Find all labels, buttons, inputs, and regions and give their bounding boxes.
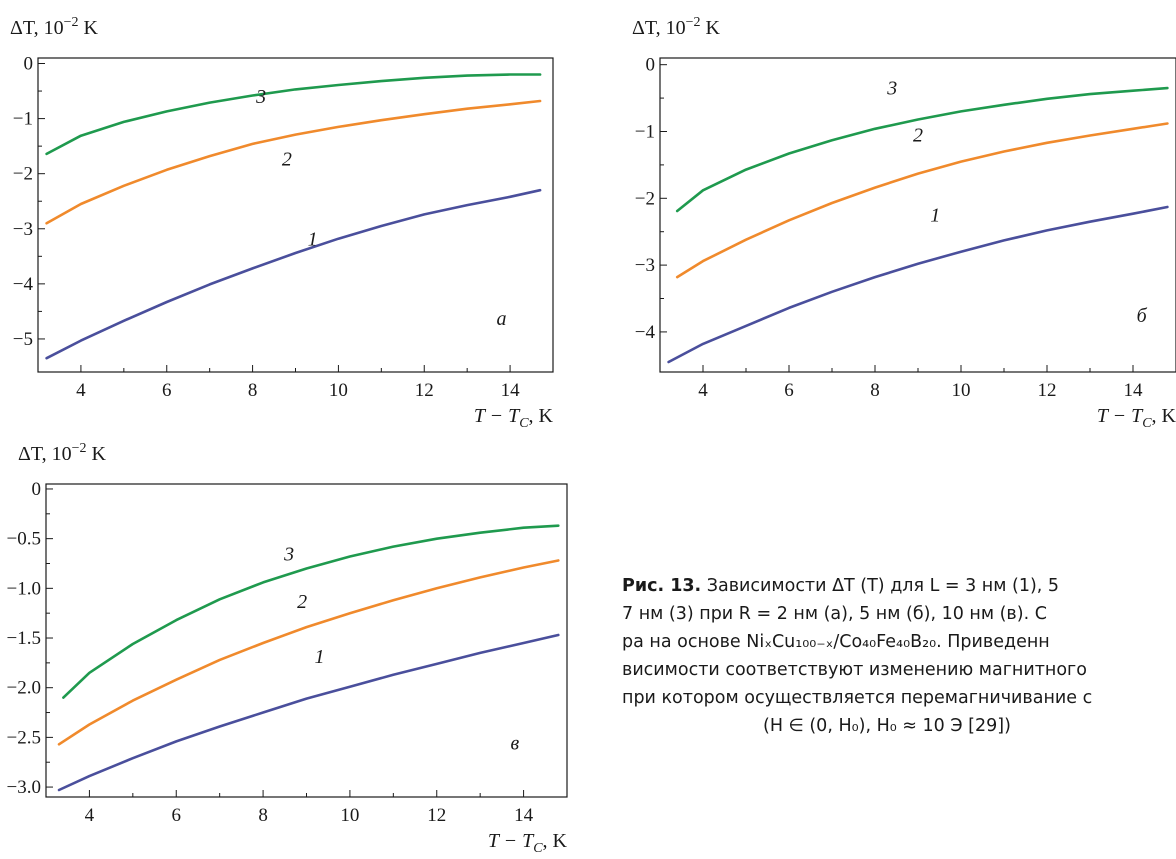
series-line-2-b [675, 122, 1169, 279]
y-tick-label-a: −1 [13, 109, 33, 130]
series-line-3-v [62, 524, 560, 699]
x-tick-label-b: 8 [870, 380, 880, 401]
curve-label-1-v: 1 [315, 646, 325, 668]
y-tick-label-b: −3 [635, 255, 655, 276]
curve-label-3-v: 3 [283, 544, 294, 566]
curve-label-3-b: 3 [886, 78, 897, 100]
y-axis-title-b: ΔT, 10−2 K [632, 15, 721, 39]
y-tick-label-v: 0 [32, 479, 42, 500]
x-tick-label-b: 12 [1038, 380, 1057, 401]
caption-line-5: при котором осуществляется перемагничива… [622, 688, 1093, 708]
caption-line-4: висимости соответствуют изменению магнит… [622, 660, 1087, 680]
y-tick-label-a: −4 [13, 274, 34, 295]
y-tick-label-a: −2 [13, 164, 33, 185]
y-axis-title-a: ΔT, 10−2 K [10, 15, 99, 39]
x-tick-label-v: 12 [427, 805, 446, 826]
x-tick-label-a: 10 [329, 380, 348, 401]
y-tick-label-a: −5 [13, 329, 33, 350]
caption-line-3: ра на основе NiₓCu₁₀₀₋ₓ/Co₄₀Fe₄₀B₂₀. При… [622, 632, 1050, 652]
series-line-2-a [45, 99, 542, 225]
y-tick-label-v: −1.0 [7, 578, 41, 599]
curve-label-3-a: 3 [255, 86, 266, 108]
x-tick-label-v: 4 [85, 805, 95, 826]
caption-line-2: 7 нм (3) при R = 2 нм (а), 5 нм (б), 10 … [622, 604, 1047, 624]
x-tick-label-v: 14 [514, 805, 534, 826]
x-tick-label-b: 6 [784, 380, 794, 401]
x-axis-title-b: T − TC, K [1097, 405, 1176, 431]
y-tick-label-v: −3.0 [7, 777, 41, 798]
curve-label-2-a: 2 [282, 148, 292, 170]
y-tick-label-b: −2 [635, 188, 655, 209]
series-line-3-b [675, 86, 1169, 213]
y-tick-label-a: −3 [13, 219, 33, 240]
x-tick-label-v: 10 [340, 805, 359, 826]
caption-line-1: Рис. 13. Зависимости ΔT (T) для L = 3 нм… [622, 572, 1176, 600]
x-tick-label-b: 4 [698, 380, 708, 401]
y-tick-label-v: −2.5 [7, 727, 41, 748]
panel-label-v: в [511, 732, 520, 754]
panel-label-a: а [497, 308, 507, 330]
x-tick-label-a: 14 [501, 380, 521, 401]
plot-frame-b [659, 57, 1176, 373]
curve-label-2-v: 2 [297, 591, 307, 613]
x-tick-label-a: 4 [76, 380, 86, 401]
x-tick-label-b: 14 [1124, 380, 1144, 401]
caption-text-1: Зависимости ΔT (T) для L = 3 нм (1), 5 [706, 576, 1060, 596]
y-axis-title-v: ΔT, 10−2 K [18, 441, 107, 465]
series-line-1-b [667, 205, 1169, 364]
series-line-1-v [57, 633, 560, 792]
caption-fig-label: Рис. 13. [622, 576, 702, 596]
y-tick-label-v: −1.5 [7, 628, 41, 649]
y-tick-label-a: 0 [24, 54, 34, 75]
figure-caption: Рис. 13. Зависимости ΔT (T) для L = 3 нм… [622, 572, 1176, 740]
x-tick-label-v: 8 [258, 805, 268, 826]
x-tick-label-a: 6 [162, 380, 172, 401]
panel-label-b: б [1137, 305, 1148, 327]
x-tick-label-a: 12 [415, 380, 434, 401]
series-line-2-v [57, 559, 560, 746]
y-tick-label-b: −4 [635, 322, 656, 343]
x-tick-label-a: 8 [248, 380, 258, 401]
curve-label-1-a: 1 [308, 228, 318, 250]
y-tick-label-v: −0.5 [7, 529, 41, 550]
y-tick-label-v: −2.0 [7, 678, 41, 699]
x-tick-label-b: 10 [952, 380, 971, 401]
curve-label-1-b: 1 [930, 205, 940, 227]
curve-label-2-b: 2 [913, 125, 923, 147]
x-tick-label-v: 6 [172, 805, 182, 826]
caption-line-6: (H ∈ (0, H₀), H₀ ≈ 10 Э [29]) [763, 716, 1011, 736]
x-axis-title-a: T − TC, K [474, 405, 554, 431]
series-line-1-a [45, 188, 542, 360]
series-line-3-a [45, 73, 542, 156]
x-axis-title-v: T − TC, K [488, 830, 568, 856]
y-tick-label-b: 0 [646, 55, 656, 76]
y-tick-label-b: −1 [635, 121, 655, 142]
